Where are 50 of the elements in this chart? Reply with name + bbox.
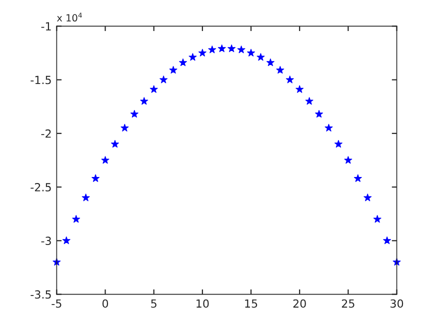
point (237, 46, 246, 54)
point (383, 236, 392, 244)
point (188, 53, 197, 61)
point (228, 44, 236, 52)
point (344, 156, 352, 164)
x-tick-label: 15 (245, 300, 258, 308)
point (160, 76, 168, 84)
point (198, 48, 206, 56)
point (169, 66, 178, 74)
point (324, 124, 333, 132)
point (82, 194, 90, 202)
x-tick-label: 10 (196, 299, 209, 308)
point (354, 174, 362, 182)
y-tick-label: -2.5 (30, 183, 51, 192)
point (286, 76, 294, 84)
point (315, 110, 323, 118)
point (130, 110, 138, 118)
point (140, 97, 148, 105)
y-tick-label: -3.5 (30, 290, 51, 299)
point (52, 258, 61, 266)
x-tick-label: 5 (151, 300, 156, 308)
point (62, 236, 70, 244)
x-tick-label: 20 (293, 299, 306, 308)
x-tick-label: 30 (390, 299, 404, 308)
point (101, 156, 110, 164)
y-tick-label: -1.5 (30, 76, 51, 84)
point (364, 194, 372, 202)
y-tick-label: -2 (41, 129, 51, 138)
x-tick-label: 0 (102, 299, 108, 308)
x-tick-label: 25 (342, 299, 354, 308)
point (334, 140, 342, 148)
point (208, 46, 216, 54)
text: x 10$^{4}$ (56, 12, 82, 22)
point (111, 140, 119, 148)
point (92, 174, 100, 182)
point (218, 44, 226, 52)
point (266, 58, 274, 66)
y-tick-label: -1 (41, 22, 51, 30)
point (120, 124, 129, 132)
point (150, 85, 158, 93)
point (305, 97, 314, 105)
x-tick-label: -5 (52, 300, 62, 308)
point (296, 85, 304, 93)
point (276, 66, 284, 74)
point (256, 53, 265, 61)
point (373, 215, 382, 223)
y-tick-label: -3 (41, 236, 51, 246)
point (179, 58, 187, 66)
point (247, 48, 255, 56)
point (72, 215, 80, 223)
